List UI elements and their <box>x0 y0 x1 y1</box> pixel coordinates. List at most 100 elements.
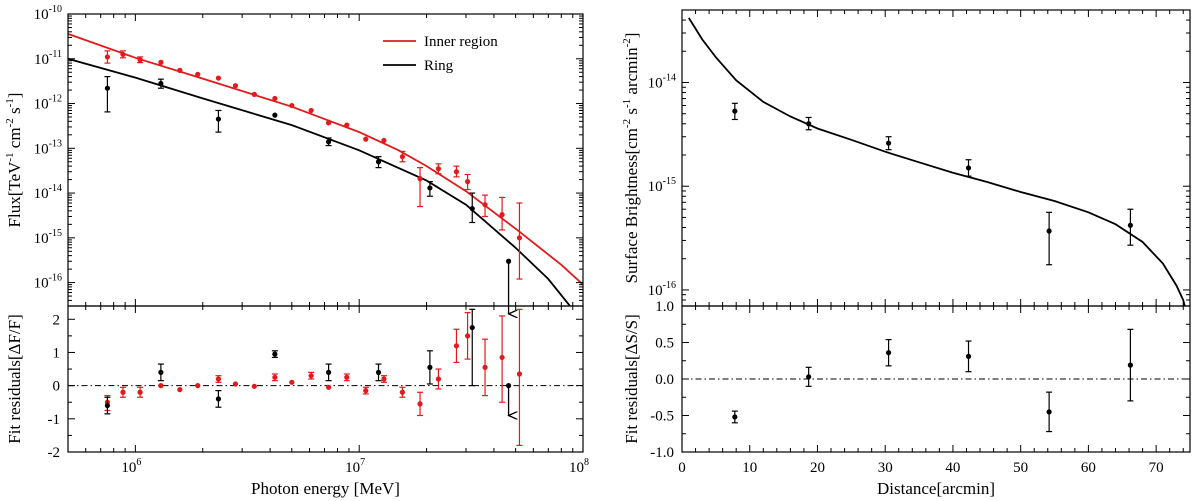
left-bottom-inner-marker <box>482 364 488 370</box>
left-top-inner-marker <box>137 57 143 63</box>
left-bottom-ring-point <box>271 350 278 359</box>
left-bottom-inner-point <box>453 328 460 364</box>
left-top-inner-marker <box>499 212 505 218</box>
left-bottom-inner-point <box>464 312 471 360</box>
right-top-point <box>965 159 972 177</box>
left-top-ring-marker <box>325 139 332 145</box>
left-top-ring-marker <box>215 116 222 122</box>
right-top-ytick-label: 10-14 <box>648 72 676 91</box>
right-top-marker <box>732 108 738 114</box>
left-top-frame <box>67 13 584 307</box>
left-bottom-inner-point <box>380 375 387 383</box>
right-bottom-marker <box>806 374 812 380</box>
left-bottom-inner-point <box>343 373 350 382</box>
right-bottom-point <box>885 338 892 367</box>
left-bottom-inner-marker <box>499 354 505 361</box>
right-top-marker <box>806 121 812 127</box>
right-bottom-xtick-label: 40 <box>945 460 960 476</box>
right-bottom-ytick-label: 0.0 <box>655 372 674 388</box>
left-top-inner-point <box>499 196 506 231</box>
right-bottom-point <box>805 366 812 387</box>
right-bottom-xtick-label: 10 <box>742 460 757 476</box>
right-bottom-marker <box>732 414 738 420</box>
left-bottom-inner-marker <box>308 373 314 379</box>
right-top-marker <box>1127 222 1133 228</box>
left-bottom-ytick-label: -2 <box>48 445 61 461</box>
left-bottom-inner-marker <box>344 374 350 380</box>
left-top-inner-marker <box>453 169 460 175</box>
right-top-marker <box>1046 228 1052 234</box>
left-bottom-xtick-label: 107 <box>345 457 365 476</box>
left-bottom-inner-point <box>215 375 222 383</box>
right-top-point <box>885 136 892 151</box>
left-bottom-inner-marker <box>232 381 239 387</box>
left-bottom-inner-marker <box>120 389 126 395</box>
right-top-point <box>1046 211 1053 266</box>
left-top-inner-marker <box>417 176 423 182</box>
right-top-marker <box>965 165 972 171</box>
left-top-ring-marker <box>469 205 475 212</box>
right-top-marker <box>885 140 892 146</box>
left-bottom-inner-point <box>435 368 442 390</box>
left-top-model-curve-inner <box>68 33 583 286</box>
left-bottom-inner-marker <box>363 388 369 394</box>
right-bottom-frame <box>681 305 1191 453</box>
left-bottom-ring-point <box>157 363 164 382</box>
left-top-ytick-label: 10-11 <box>34 49 62 68</box>
left-bottom-ylabel: Fit residuals[ΔF/F] <box>5 314 24 443</box>
left-top-ring-marker <box>158 80 164 87</box>
left-bottom-inner-point <box>137 386 144 398</box>
left-bottom-ring-marker <box>158 369 164 375</box>
right-panels: 10-14 10-15 10-16 -1.0 -0.5 0.0 0.5 1.0 0 10 20 30 4… <box>621 9 1191 498</box>
left-top-ring-point <box>469 192 476 224</box>
left-panels: 10-10 10-11 10-12 10-13 10-14 10-15 10-16 -2 -1 0… <box>4 4 589 498</box>
left-top-inner-point <box>325 120 332 126</box>
right-bottom-marker <box>885 350 892 356</box>
left-top-inner-point <box>272 95 278 102</box>
left-bottom-ytick-label: 0 <box>53 379 61 395</box>
left-bottom-inner-marker <box>516 371 523 377</box>
left-top-ytick-label: 10-10 <box>34 4 62 23</box>
left-top-inner-marker <box>464 179 471 185</box>
left-bottom-inner-point <box>119 386 126 398</box>
left-bottom-ytick-label: -1 <box>48 412 61 428</box>
right-bottom-point <box>965 340 972 373</box>
left-top-inner-point <box>435 163 442 175</box>
left-bottom-ring-marker <box>505 383 512 389</box>
left-bottom-ring-point <box>215 390 222 408</box>
left-top-inner-marker <box>482 202 488 208</box>
left-top-ytick-label: 10-13 <box>34 138 62 157</box>
left-top-inner-point <box>119 50 126 59</box>
left-bottom-ring-marker <box>375 369 382 375</box>
left-top-inner-marker <box>272 95 278 102</box>
left-top-inner-marker <box>195 71 201 77</box>
left-bottom-inner-marker <box>464 333 471 339</box>
left-top-ytick-label: 10-12 <box>34 94 62 113</box>
left-bottom-inner-marker <box>417 401 423 407</box>
left-top-inner-marker <box>120 51 126 58</box>
left-bottom-inner-point <box>399 386 406 398</box>
right-top-frame <box>681 9 1191 307</box>
left-top-ylabel: Flux[TeV-1 cm-2 s-1] <box>4 93 24 228</box>
left-bottom-ring-point <box>325 363 332 382</box>
left-top-inner-point <box>195 71 201 77</box>
left-top-inner-marker <box>399 154 406 160</box>
left-top-ring-point <box>104 75 111 113</box>
left-bottom-inner-marker <box>158 383 164 389</box>
left-top-inner-point <box>104 50 111 64</box>
left-top-inner-marker <box>251 91 257 97</box>
right-bottom-xtick-label: 20 <box>810 460 825 476</box>
left-top-inner-point <box>482 194 489 218</box>
left-top-ring-point <box>505 258 511 314</box>
left-top-ytick-label: 10-14 <box>34 183 62 202</box>
left-top-inner-marker <box>363 136 369 142</box>
left-bottom-inner-marker <box>195 383 201 389</box>
legend-label-inner: Inner region <box>424 34 498 50</box>
left-bottom-inner-point <box>289 379 295 385</box>
left-bottom-inner-point <box>158 383 164 389</box>
left-bottom-inner-point <box>271 373 278 382</box>
right-bottom-xtick-label: 0 <box>678 460 686 476</box>
left-top-inner-point <box>158 59 164 65</box>
left-top-inner-point <box>251 91 257 97</box>
